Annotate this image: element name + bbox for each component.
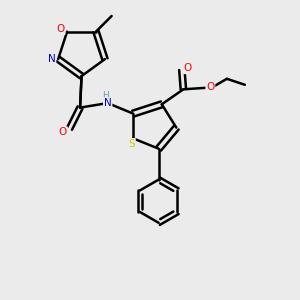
Text: O: O — [56, 24, 64, 34]
Text: N: N — [104, 98, 112, 108]
Text: O: O — [206, 82, 214, 92]
Text: N: N — [48, 54, 56, 64]
Text: H: H — [102, 91, 109, 100]
Text: O: O — [59, 127, 67, 137]
Text: O: O — [183, 63, 191, 73]
Text: S: S — [128, 139, 135, 149]
